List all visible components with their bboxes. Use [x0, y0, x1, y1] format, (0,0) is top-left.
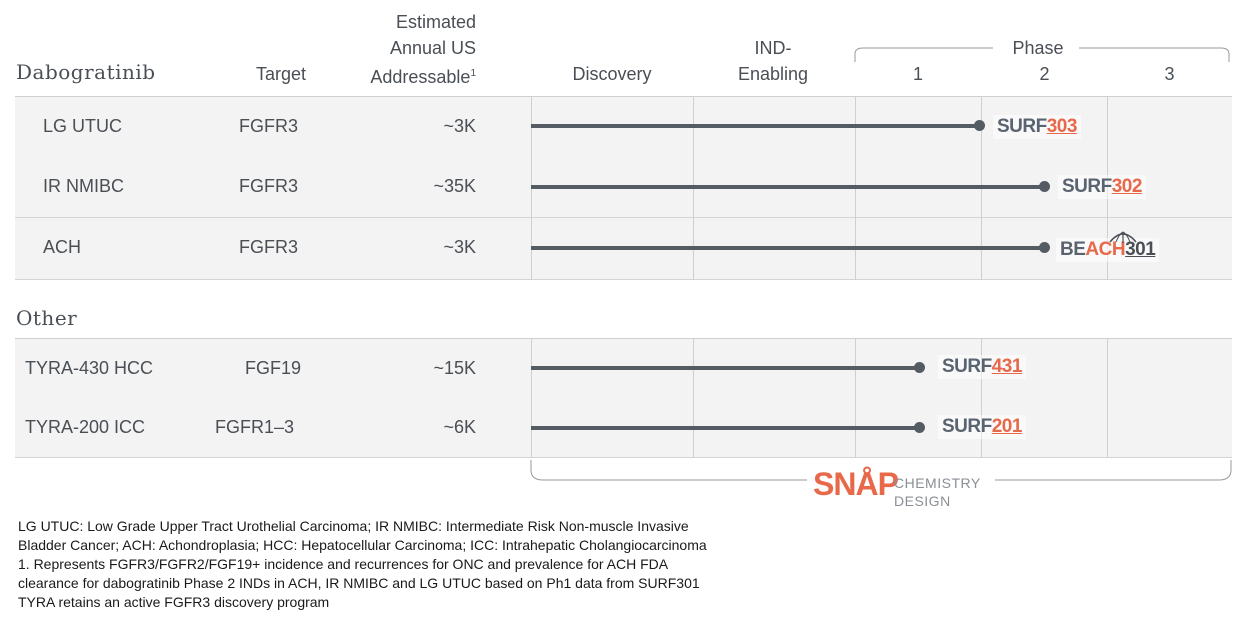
trial-prefix: BE: [1060, 239, 1086, 260]
trial-number: 301: [1125, 239, 1156, 260]
addressable-value: ~6K: [443, 417, 476, 437]
trial-prefix: SURF: [942, 416, 992, 437]
indication-label: ACH: [43, 237, 82, 257]
snap-caption-line1: CHEMISTRY: [894, 475, 981, 491]
target-label: FGFR3: [239, 237, 299, 257]
trial-logo-beach301: BEACH301: [1056, 231, 1160, 262]
header-ind-enabling: IND- Enabling: [693, 35, 853, 87]
umbrella-icon: [1109, 231, 1137, 243]
progress-end-dot: [1039, 181, 1050, 192]
group-title-other: Other: [16, 306, 78, 330]
grid-line: [693, 338, 694, 458]
progress-bar: [531, 366, 921, 370]
trial-logo-surf201: SURF201: [938, 415, 1026, 439]
header-target: Target: [256, 64, 307, 84]
progress-end-dot: [974, 120, 985, 131]
header-phase-2: 2: [1039, 64, 1050, 84]
snap-bracket: [530, 460, 1232, 481]
progress-bar: [531, 246, 1044, 250]
progress-bar: [531, 426, 921, 430]
trial-number: 302: [1111, 176, 1143, 197]
grid-line: [855, 338, 856, 458]
trial-logo-surf431: SURF431: [938, 355, 1026, 379]
target-label: FGF19: [245, 358, 302, 378]
grid-line: [981, 338, 982, 458]
addressable-value: ~35K: [433, 176, 476, 196]
header-ind-line2: Enabling: [737, 64, 809, 84]
footnote-line: LG UTUC: Low Grade Upper Tract Urothelia…: [18, 518, 689, 534]
trial-prefix: SURF: [1062, 176, 1112, 197]
phase-bracket: [854, 47, 1230, 62]
header-addressable: Estimated Annual US Addressable1: [330, 9, 476, 90]
trial-logo-surf302: SURF302: [1058, 175, 1146, 199]
footnote-ref: 1: [470, 68, 476, 79]
header-ind-line1: IND-: [754, 38, 792, 58]
trial-number: 431: [991, 356, 1023, 377]
trial-logo-surf303: SURF303: [993, 115, 1081, 139]
progress-end-dot: [914, 422, 925, 433]
addressable-value: ~3K: [443, 116, 476, 136]
header-addressable-line1: Estimated: [395, 12, 476, 32]
progress-end-dot: [1039, 242, 1050, 253]
footnote-line: 1. Represents FGFR3/FGFR2/FGF19+ inciden…: [18, 556, 669, 572]
header-phase-3: 3: [1164, 64, 1175, 84]
progress-bar: [531, 185, 1044, 189]
indication-label: IR NMIBC: [43, 176, 124, 196]
footnote-line: Bladder Cancer; ACH: Achondroplasia; HCC…: [18, 537, 707, 553]
snap-caption: CHEMISTRY DESIGN: [894, 474, 981, 510]
header-addressable-line2: Annual US: [389, 38, 476, 58]
indication-label: LG UTUC: [43, 116, 123, 136]
progress-bar: [531, 124, 981, 128]
group-title-dabogratinib: Dabogratinib: [16, 60, 156, 84]
trial-number: 201: [991, 416, 1023, 437]
grid-line: [531, 338, 532, 458]
addressable-value: ~15K: [433, 358, 476, 378]
header-addressable-line3: Addressable1: [370, 67, 476, 87]
addressable-value: ~3K: [443, 237, 476, 257]
footnotes: LG UTUC: Low Grade Upper Tract Urothelia…: [18, 517, 707, 612]
indication-label: TYRA-430 HCC: [25, 358, 154, 378]
trial-prefix: SURF: [997, 116, 1047, 137]
footnote-line: TYRA retains an active FGFR3 discovery p…: [18, 594, 330, 610]
progress-end-dot: [914, 362, 925, 373]
grid-line: [1107, 338, 1108, 458]
snap-caption-line2: DESIGN: [894, 493, 951, 509]
header-phase-1: 1: [912, 64, 923, 84]
snap-logo: SNÅP: [813, 466, 899, 502]
trial-prefix-accent: ACH: [1085, 239, 1126, 260]
target-label: FGFR1–3: [215, 417, 295, 437]
trial-number: 303: [1046, 116, 1078, 137]
indication-label: TYRA-200 ICC: [25, 417, 146, 437]
trial-prefix: SURF: [942, 356, 992, 377]
header-discovery: Discovery: [572, 64, 652, 84]
target-label: FGFR3: [239, 116, 299, 136]
footnote-line: clearance for dabogratinib Phase 2 INDs …: [18, 575, 700, 591]
target-label: FGFR3: [239, 176, 299, 196]
header-phase: Phase: [1012, 38, 1064, 58]
